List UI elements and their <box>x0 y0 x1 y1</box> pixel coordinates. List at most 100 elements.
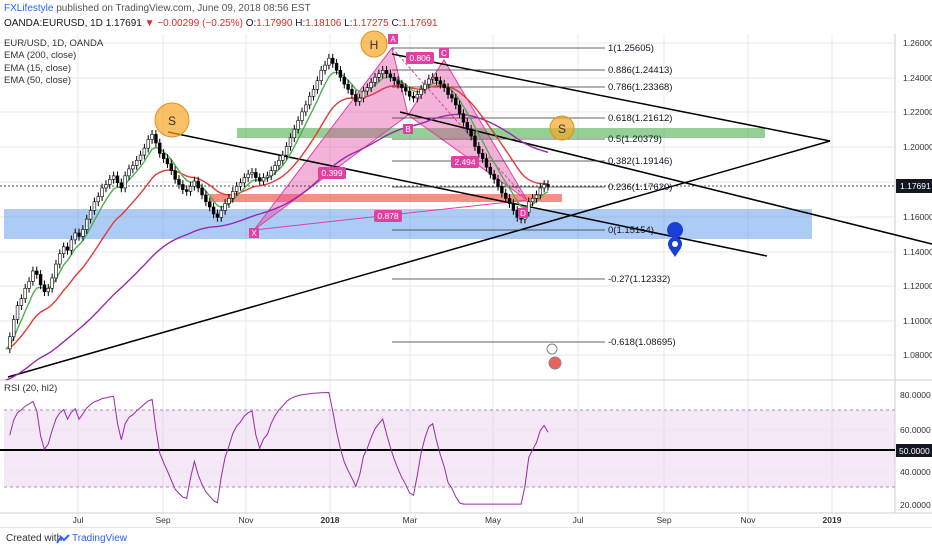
candle <box>265 175 270 178</box>
svg-text:Sep: Sep <box>656 515 671 525</box>
candle <box>327 57 331 66</box>
rsi-value-tag <box>896 444 932 457</box>
legend-symbol[interactable]: EUR/USD, 1D, OANDA <box>4 38 104 49</box>
candle <box>92 201 97 211</box>
candle <box>411 95 416 99</box>
candle <box>334 63 339 71</box>
candle <box>446 87 450 95</box>
candle <box>188 185 193 192</box>
candle <box>181 184 185 190</box>
candle <box>50 277 54 289</box>
candle <box>488 166 493 175</box>
candle <box>534 194 539 199</box>
candle <box>480 153 485 159</box>
candle <box>142 147 147 156</box>
candle <box>388 73 393 78</box>
candle <box>254 172 258 178</box>
candle <box>542 184 546 189</box>
candle <box>350 89 354 95</box>
left-shoulder-label: S <box>168 114 176 128</box>
publish-info: published on TradingView.com, June 09, 2… <box>56 3 311 14</box>
legend-ema200[interactable]: EMA (200, close) <box>4 50 77 62</box>
candle <box>500 185 504 194</box>
candle <box>438 80 443 85</box>
supply-zone <box>237 128 765 138</box>
svg-text:Nov: Nov <box>238 515 254 525</box>
svg-text:Jul: Jul <box>73 515 84 525</box>
candle <box>23 288 27 299</box>
point-d-label: D <box>520 209 526 218</box>
ratio-bc-label: 0.399 <box>321 168 343 178</box>
candle <box>158 142 162 154</box>
candle <box>504 192 508 199</box>
svg-text:1.14000: 1.14000 <box>903 247 932 257</box>
candle <box>415 94 420 99</box>
legend-ema15[interactable]: EMA (15, close) <box>4 62 72 74</box>
indicator-legend: EUR/USD, 1D, OANDA EMA (200, close) EMA … <box>4 38 103 87</box>
fib-label-0786: 0.786(1.23368) <box>608 82 672 93</box>
candle <box>530 198 535 203</box>
candle <box>288 137 293 147</box>
candle <box>96 196 100 203</box>
candle <box>338 70 343 78</box>
candle <box>208 201 212 208</box>
candle <box>231 191 235 199</box>
tradingview-logo-icon <box>56 534 70 544</box>
symbol-label: OANDA:EURUSD, 1D <box>4 18 103 29</box>
point-c-label: C <box>441 49 447 58</box>
candle <box>492 173 496 180</box>
fib-labels: 1(1.25605) 0.886(1.24413) 0.786(1.23368)… <box>608 43 676 348</box>
publisher-line: FXLifestyle published on TradingView.com… <box>4 3 311 14</box>
svg-text:May: May <box>485 515 502 525</box>
svg-text:1.24000: 1.24000 <box>903 73 932 83</box>
candle <box>42 284 47 293</box>
ema-50-path <box>5 84 549 350</box>
svg-text:1.22000: 1.22000 <box>903 107 932 117</box>
publisher-username[interactable]: FXLifestyle <box>4 3 54 14</box>
rsi-line <box>9 391 549 505</box>
candle <box>161 153 166 159</box>
candle <box>369 82 373 88</box>
fib-label-1: 1(1.25605) <box>608 43 654 54</box>
candle <box>192 180 197 187</box>
fib-label-0236: 0.236(1.17620) <box>608 182 672 193</box>
candle <box>396 80 400 85</box>
tradingview-brand[interactable]: TradingView <box>72 533 128 544</box>
candle <box>450 94 454 99</box>
candle <box>511 203 516 211</box>
candle <box>527 201 531 213</box>
candle <box>46 288 50 293</box>
svg-text:60.0000: 60.0000 <box>900 425 931 435</box>
legend-ema50[interactable]: EMA (50, close) <box>4 74 72 86</box>
candle <box>200 187 204 196</box>
candle <box>173 170 177 180</box>
candle <box>204 194 208 203</box>
candle <box>546 184 550 187</box>
candle <box>419 89 423 95</box>
high-value: 1.18106 <box>305 18 342 29</box>
candle <box>331 57 335 64</box>
trendlines <box>7 53 932 378</box>
price-change: −0.00299 (−0.25%) <box>157 18 243 29</box>
candle <box>457 104 462 114</box>
candle <box>465 121 469 130</box>
ema-15-line <box>5 71 549 350</box>
candle <box>238 182 243 187</box>
candle <box>123 175 127 189</box>
fib-label-0: 0(1.15154) <box>608 225 654 236</box>
rsi-axis-labels: 80.0000 60.0000 40.0000 20.0000 <box>900 390 931 510</box>
candle <box>177 179 181 185</box>
candle <box>150 134 154 140</box>
svg-text:Sep: Sep <box>155 515 170 525</box>
harmonic-ratio-labels: 0.806 0.399 0.878 2.494 <box>318 52 479 222</box>
candle <box>65 246 70 251</box>
head-shoulders-markers: S H S <box>154 30 575 141</box>
candle <box>169 163 173 171</box>
ad-leg <box>391 47 528 201</box>
candle <box>384 70 389 75</box>
svg-text:Jul: Jul <box>573 515 584 525</box>
footer: Created with TradingView <box>0 527 932 551</box>
ratio-cd-label: 2.494 <box>454 157 476 167</box>
rsi-legend[interactable]: RSI (20, hl2) <box>4 383 58 394</box>
fib-label-minus0618: -0.618(1.08695) <box>608 337 676 348</box>
